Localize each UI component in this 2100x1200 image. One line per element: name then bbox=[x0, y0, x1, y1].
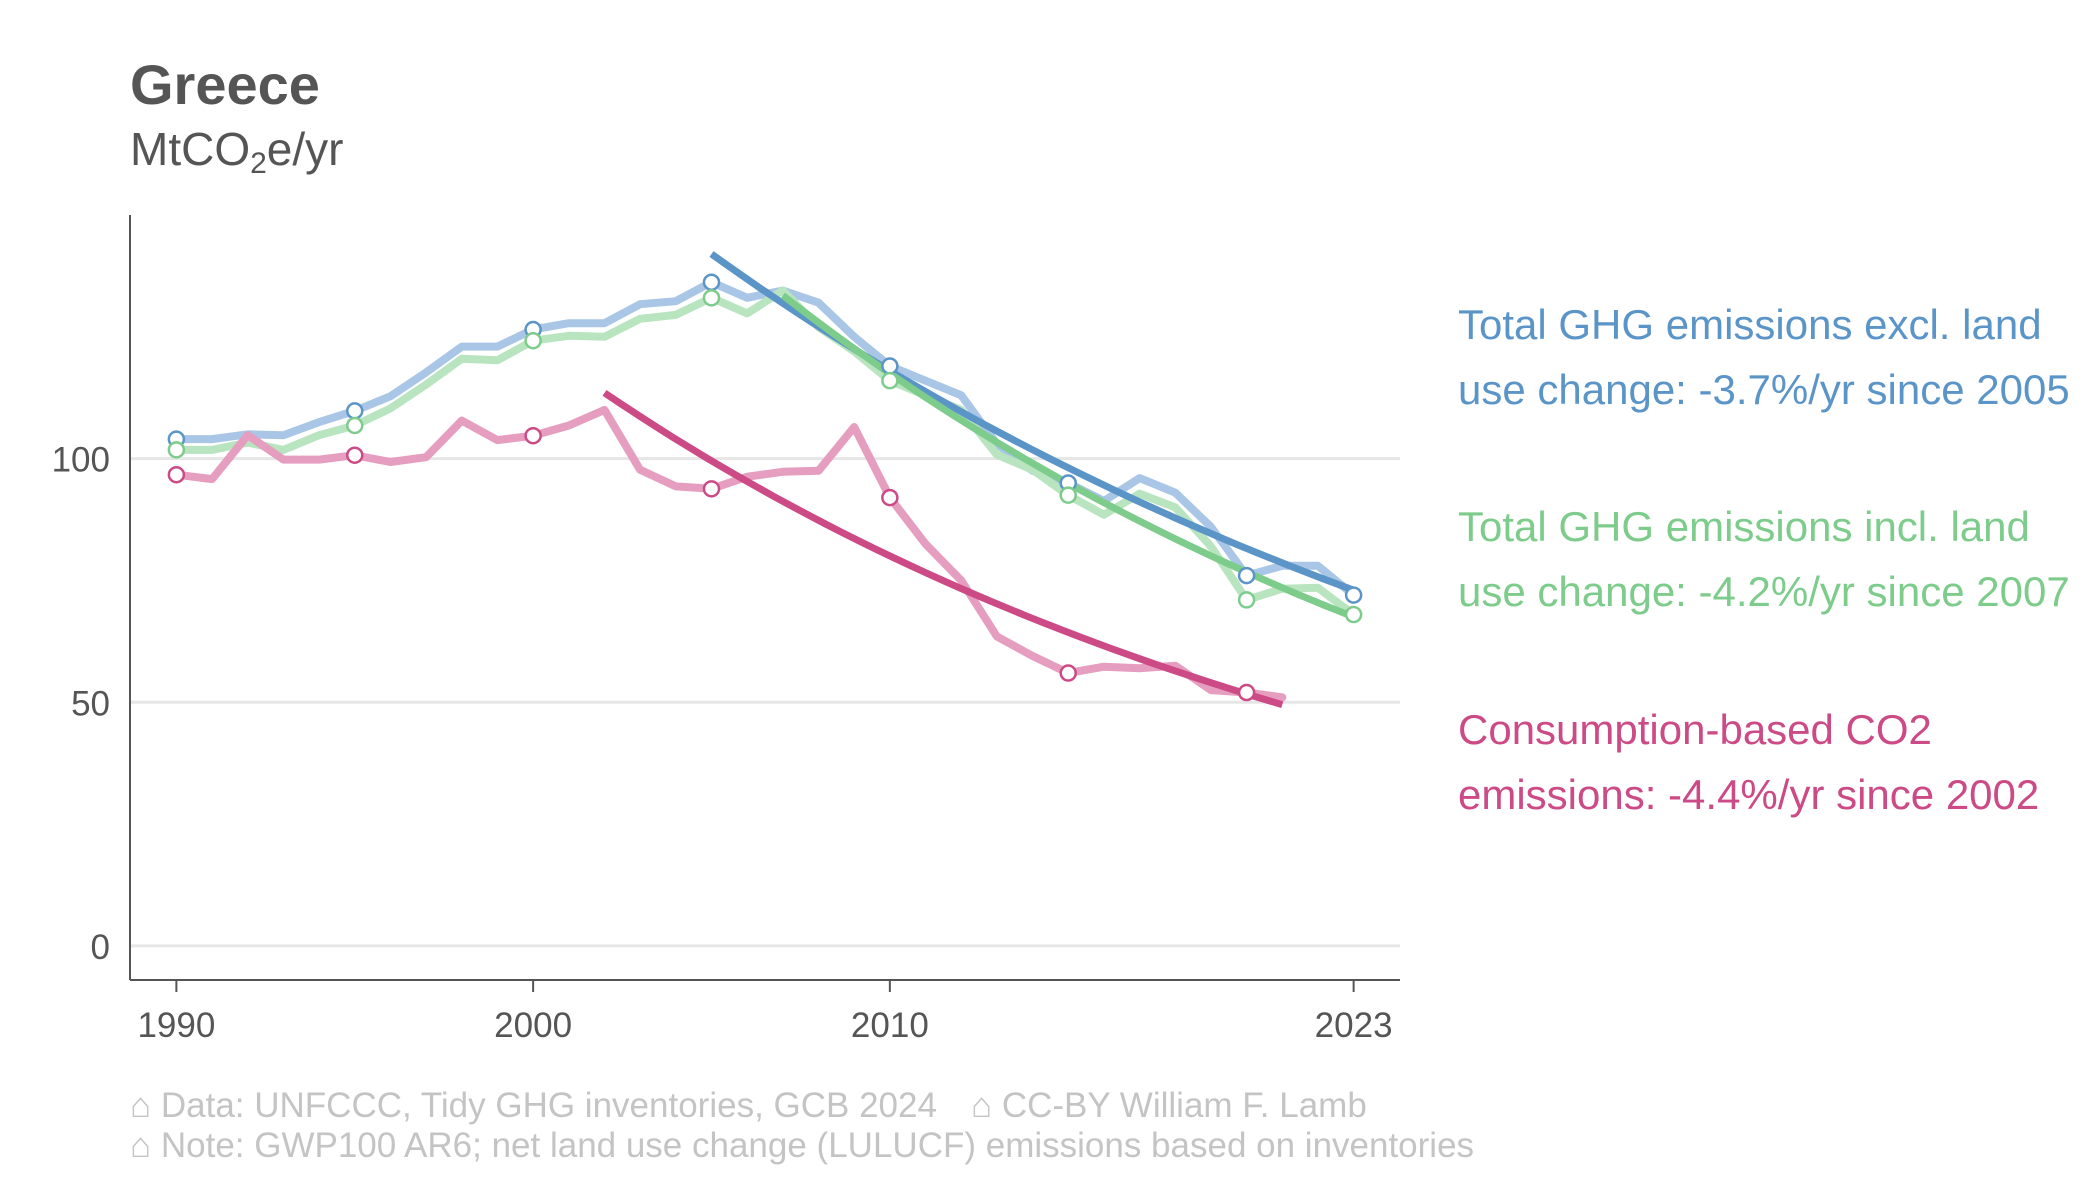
unit-subscript: 2 bbox=[250, 147, 267, 180]
data-point-excl-luc-1995 bbox=[345, 402, 364, 420]
series-line-consumption bbox=[172, 405, 1287, 702]
unit-suffix: e/yr bbox=[266, 123, 344, 175]
legend-label-incl-luc: Total GHG emissions incl. land use chang… bbox=[1458, 503, 2070, 615]
data-point-consumption-2020 bbox=[1237, 683, 1256, 702]
data-point-excl-luc-2020 bbox=[1237, 566, 1256, 585]
data-point-incl-luc-2000 bbox=[524, 331, 542, 350]
chart-unit-label: MtCO2e/yr bbox=[130, 122, 343, 181]
data-point-consumption-2015 bbox=[1059, 664, 1077, 682]
x-tick-label-1990: 1990 bbox=[137, 1006, 215, 1045]
data-point-incl-luc-2005 bbox=[702, 289, 721, 307]
data-point-consumption-2000 bbox=[524, 426, 542, 445]
data-point-consumption-2005 bbox=[702, 480, 721, 498]
trend-line-excl-luc bbox=[709, 251, 1355, 594]
data-point-incl-luc-2015 bbox=[1059, 486, 1077, 504]
y-tick-label-50: 50 bbox=[71, 684, 110, 723]
x-tick-label-2023: 2023 bbox=[1315, 1006, 1393, 1045]
x-tick-label-2010: 2010 bbox=[851, 1006, 929, 1045]
x-tick-label-2000: 2000 bbox=[494, 1006, 572, 1045]
data-point-incl-luc-2020 bbox=[1237, 591, 1256, 609]
chart-title: Greece bbox=[130, 53, 320, 116]
footer-note: ⌂ Note: GWP100 AR6; net land use change … bbox=[130, 1126, 1475, 1165]
data-point-consumption-1990 bbox=[167, 465, 186, 484]
footer-license: ⌂ CC-BY William F. Lamb bbox=[970, 1086, 1367, 1125]
footer-data-source: ⌂ Data: UNFCCC, Tidy GHG inventories, GC… bbox=[130, 1086, 937, 1125]
data-point-excl-luc-2023 bbox=[1344, 586, 1363, 604]
y-tick-label-100: 100 bbox=[52, 441, 110, 480]
data-point-consumption-1995 bbox=[345, 446, 364, 464]
data-point-incl-luc-2010 bbox=[881, 371, 899, 390]
data-point-excl-luc-2005 bbox=[702, 273, 721, 291]
unit-prefix: MtCO bbox=[130, 123, 251, 175]
data-point-incl-luc-2023 bbox=[1344, 605, 1363, 624]
trend-line-consumption bbox=[602, 389, 1284, 709]
data-point-excl-luc-2010 bbox=[881, 357, 899, 375]
footer-sources: ⌂ Data: UNFCCC, Tidy GHG inventories, GC… bbox=[130, 1086, 1367, 1126]
y-tick-label-0: 0 bbox=[91, 928, 110, 967]
legend-label-consumption: Consumption-based CO2 emissions: -4.4%/y… bbox=[1458, 706, 2040, 818]
series-line-excl-luc bbox=[172, 278, 1358, 600]
legend-label-excl-luc: Total GHG emissions excl. land use chang… bbox=[1458, 301, 2070, 413]
data-point-incl-luc-1990 bbox=[167, 441, 186, 459]
data-point-incl-luc-1995 bbox=[345, 416, 364, 435]
series-line-incl-luc bbox=[172, 286, 1358, 619]
data-point-consumption-2010 bbox=[881, 488, 899, 507]
